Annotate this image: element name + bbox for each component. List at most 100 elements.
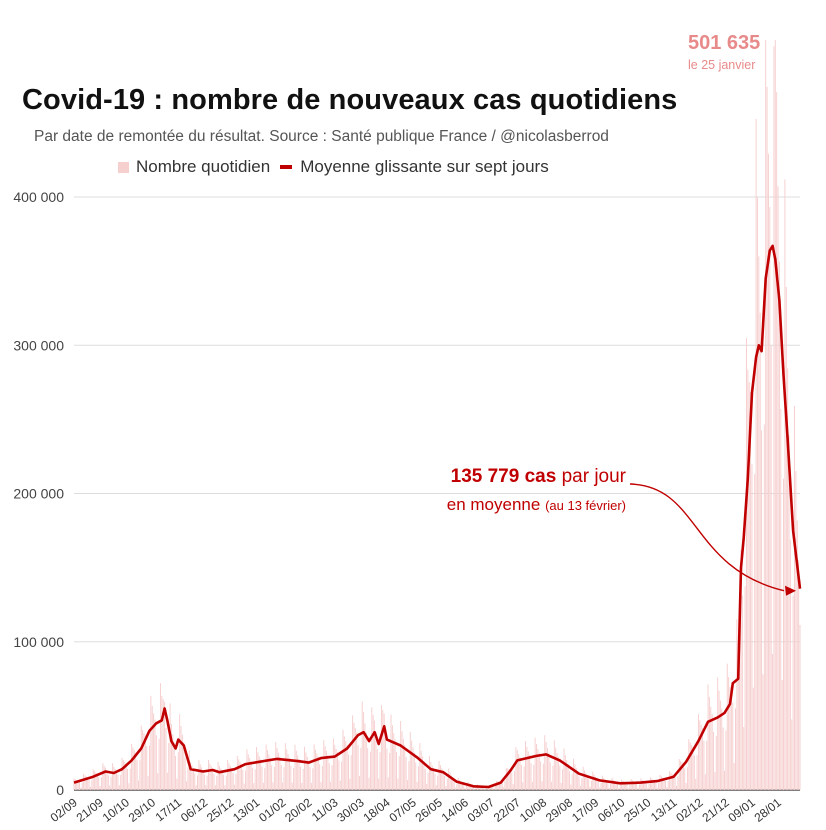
daily-bar [374, 720, 376, 790]
daily-bar [784, 179, 786, 790]
daily-bar [210, 766, 212, 790]
daily-bar [140, 725, 142, 790]
daily-bar [560, 782, 562, 790]
daily-bar [739, 589, 741, 790]
daily-bar [239, 761, 241, 790]
daily-bar [794, 405, 795, 790]
daily-bar [444, 776, 446, 790]
daily-bar [334, 744, 336, 790]
daily-bar [557, 757, 559, 790]
daily-bar [390, 714, 392, 790]
daily-bar [579, 786, 581, 790]
daily-bar [269, 757, 271, 790]
daily-bar [717, 677, 719, 790]
daily-bar [401, 731, 403, 790]
daily-bar [652, 779, 654, 790]
daily-bar [533, 764, 535, 790]
daily-bar [733, 763, 735, 790]
daily-bar [143, 733, 145, 790]
daily-bar [789, 539, 791, 790]
daily-bar [223, 774, 225, 790]
daily-bar [452, 778, 454, 790]
daily-bar [301, 782, 303, 790]
daily-bar [710, 706, 712, 790]
daily-bar [542, 763, 544, 790]
daily-bar [158, 738, 160, 790]
daily-bar [216, 775, 218, 790]
daily-bar [368, 777, 370, 790]
y-tick-label: 200 000 [13, 486, 64, 502]
daily-bar [77, 780, 79, 790]
daily-bar [505, 768, 507, 790]
daily-bar [697, 714, 699, 790]
daily-bar [629, 784, 631, 790]
daily-bar [511, 772, 513, 790]
daily-bar [84, 775, 86, 790]
daily-bar [147, 775, 149, 790]
daily-bar [766, 86, 768, 791]
daily-bar [662, 777, 664, 790]
daily-bar [658, 783, 660, 790]
y-tick-label: 300 000 [13, 337, 64, 353]
daily-bar [153, 713, 155, 790]
daily-bar [765, 40, 767, 790]
daily-bar [726, 663, 728, 790]
x-tick-label: 25/10 [621, 795, 654, 825]
daily-bar [122, 760, 124, 790]
daily-bar [380, 704, 382, 790]
daily-bar [575, 768, 577, 790]
daily-bar [503, 787, 505, 790]
y-tick-label: 100 000 [13, 634, 64, 650]
daily-bar [290, 765, 292, 790]
daily-bar [315, 749, 317, 790]
daily-bar [693, 755, 695, 790]
daily-bar [85, 776, 87, 790]
daily-bar [525, 741, 526, 790]
daily-bar [88, 780, 90, 790]
daily-bar [175, 755, 177, 790]
daily-bar [674, 777, 676, 790]
daily-bar [497, 781, 499, 790]
daily-bar [350, 755, 352, 790]
daily-bar [695, 778, 697, 790]
daily-bar [441, 768, 443, 790]
daily-bar [257, 752, 259, 790]
daily-bar [520, 764, 522, 790]
daily-bar [165, 728, 167, 790]
legend-line-label: Moyenne glissante sur sept jours [300, 157, 549, 176]
x-tick-label: 17/11 [153, 795, 185, 824]
daily-bar [386, 748, 388, 790]
daily-bar [278, 752, 279, 790]
daily-bar [417, 766, 419, 790]
daily-bar [589, 786, 591, 790]
daily-bar [450, 775, 452, 790]
daily-bar [433, 768, 435, 790]
daily-bar [655, 782, 657, 790]
daily-bar [431, 765, 433, 790]
daily-bar [746, 338, 747, 790]
daily-bar [536, 743, 537, 790]
x-axis: 02/0921/0910/1029/1017/1106/1225/1213/01… [48, 795, 785, 825]
daily-bar [287, 754, 289, 790]
x-tick-label: 17/09 [569, 795, 602, 825]
daily-bar [96, 773, 98, 790]
daily-bar [231, 768, 233, 790]
daily-bar [494, 785, 496, 790]
daily-bar [283, 767, 285, 790]
daily-bar [614, 781, 616, 790]
daily-bar [253, 783, 255, 790]
daily-bar [621, 779, 623, 790]
daily-bar [678, 759, 680, 790]
daily-bar [577, 771, 579, 790]
daily-bar [400, 721, 402, 790]
daily-bar [483, 789, 485, 790]
daily-bar [268, 754, 270, 790]
daily-bar [526, 746, 528, 790]
daily-bar [338, 760, 340, 790]
daily-bar [236, 755, 238, 790]
daily-bar [144, 735, 146, 790]
daily-bar [328, 763, 330, 790]
x-tick-label: 18/04 [360, 795, 393, 825]
daily-bar [394, 739, 396, 790]
daily-bar [376, 749, 378, 790]
